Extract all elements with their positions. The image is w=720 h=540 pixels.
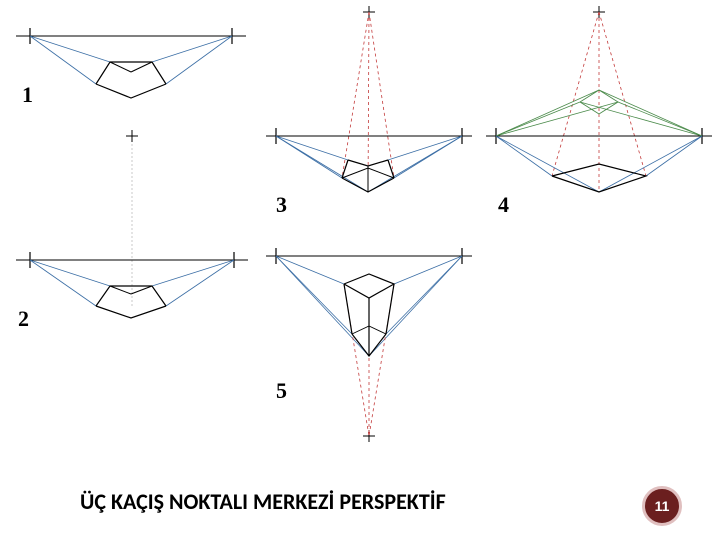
page-number: 11 — [655, 498, 670, 514]
diagram-1 — [12, 6, 250, 106]
label-4: 4 — [498, 192, 509, 218]
page-number-badge: 11 — [642, 486, 682, 526]
label-3: 3 — [276, 192, 287, 218]
diagram-3 — [264, 6, 474, 206]
label-5: 5 — [276, 378, 287, 404]
diagram-2 — [12, 130, 252, 320]
label-1: 1 — [22, 82, 33, 108]
label-2: 2 — [18, 306, 29, 332]
diagram-5 — [264, 236, 474, 446]
diagram-4 — [484, 6, 714, 206]
slide-title: ÜÇ KAÇIŞ NOKTALI MERKEZİ PERSPEKTİF — [80, 488, 446, 515]
slide: 1 2 3 4 5 ÜÇ KAÇIŞ NOKTALI MERKEZİ PERSP… — [0, 0, 720, 540]
